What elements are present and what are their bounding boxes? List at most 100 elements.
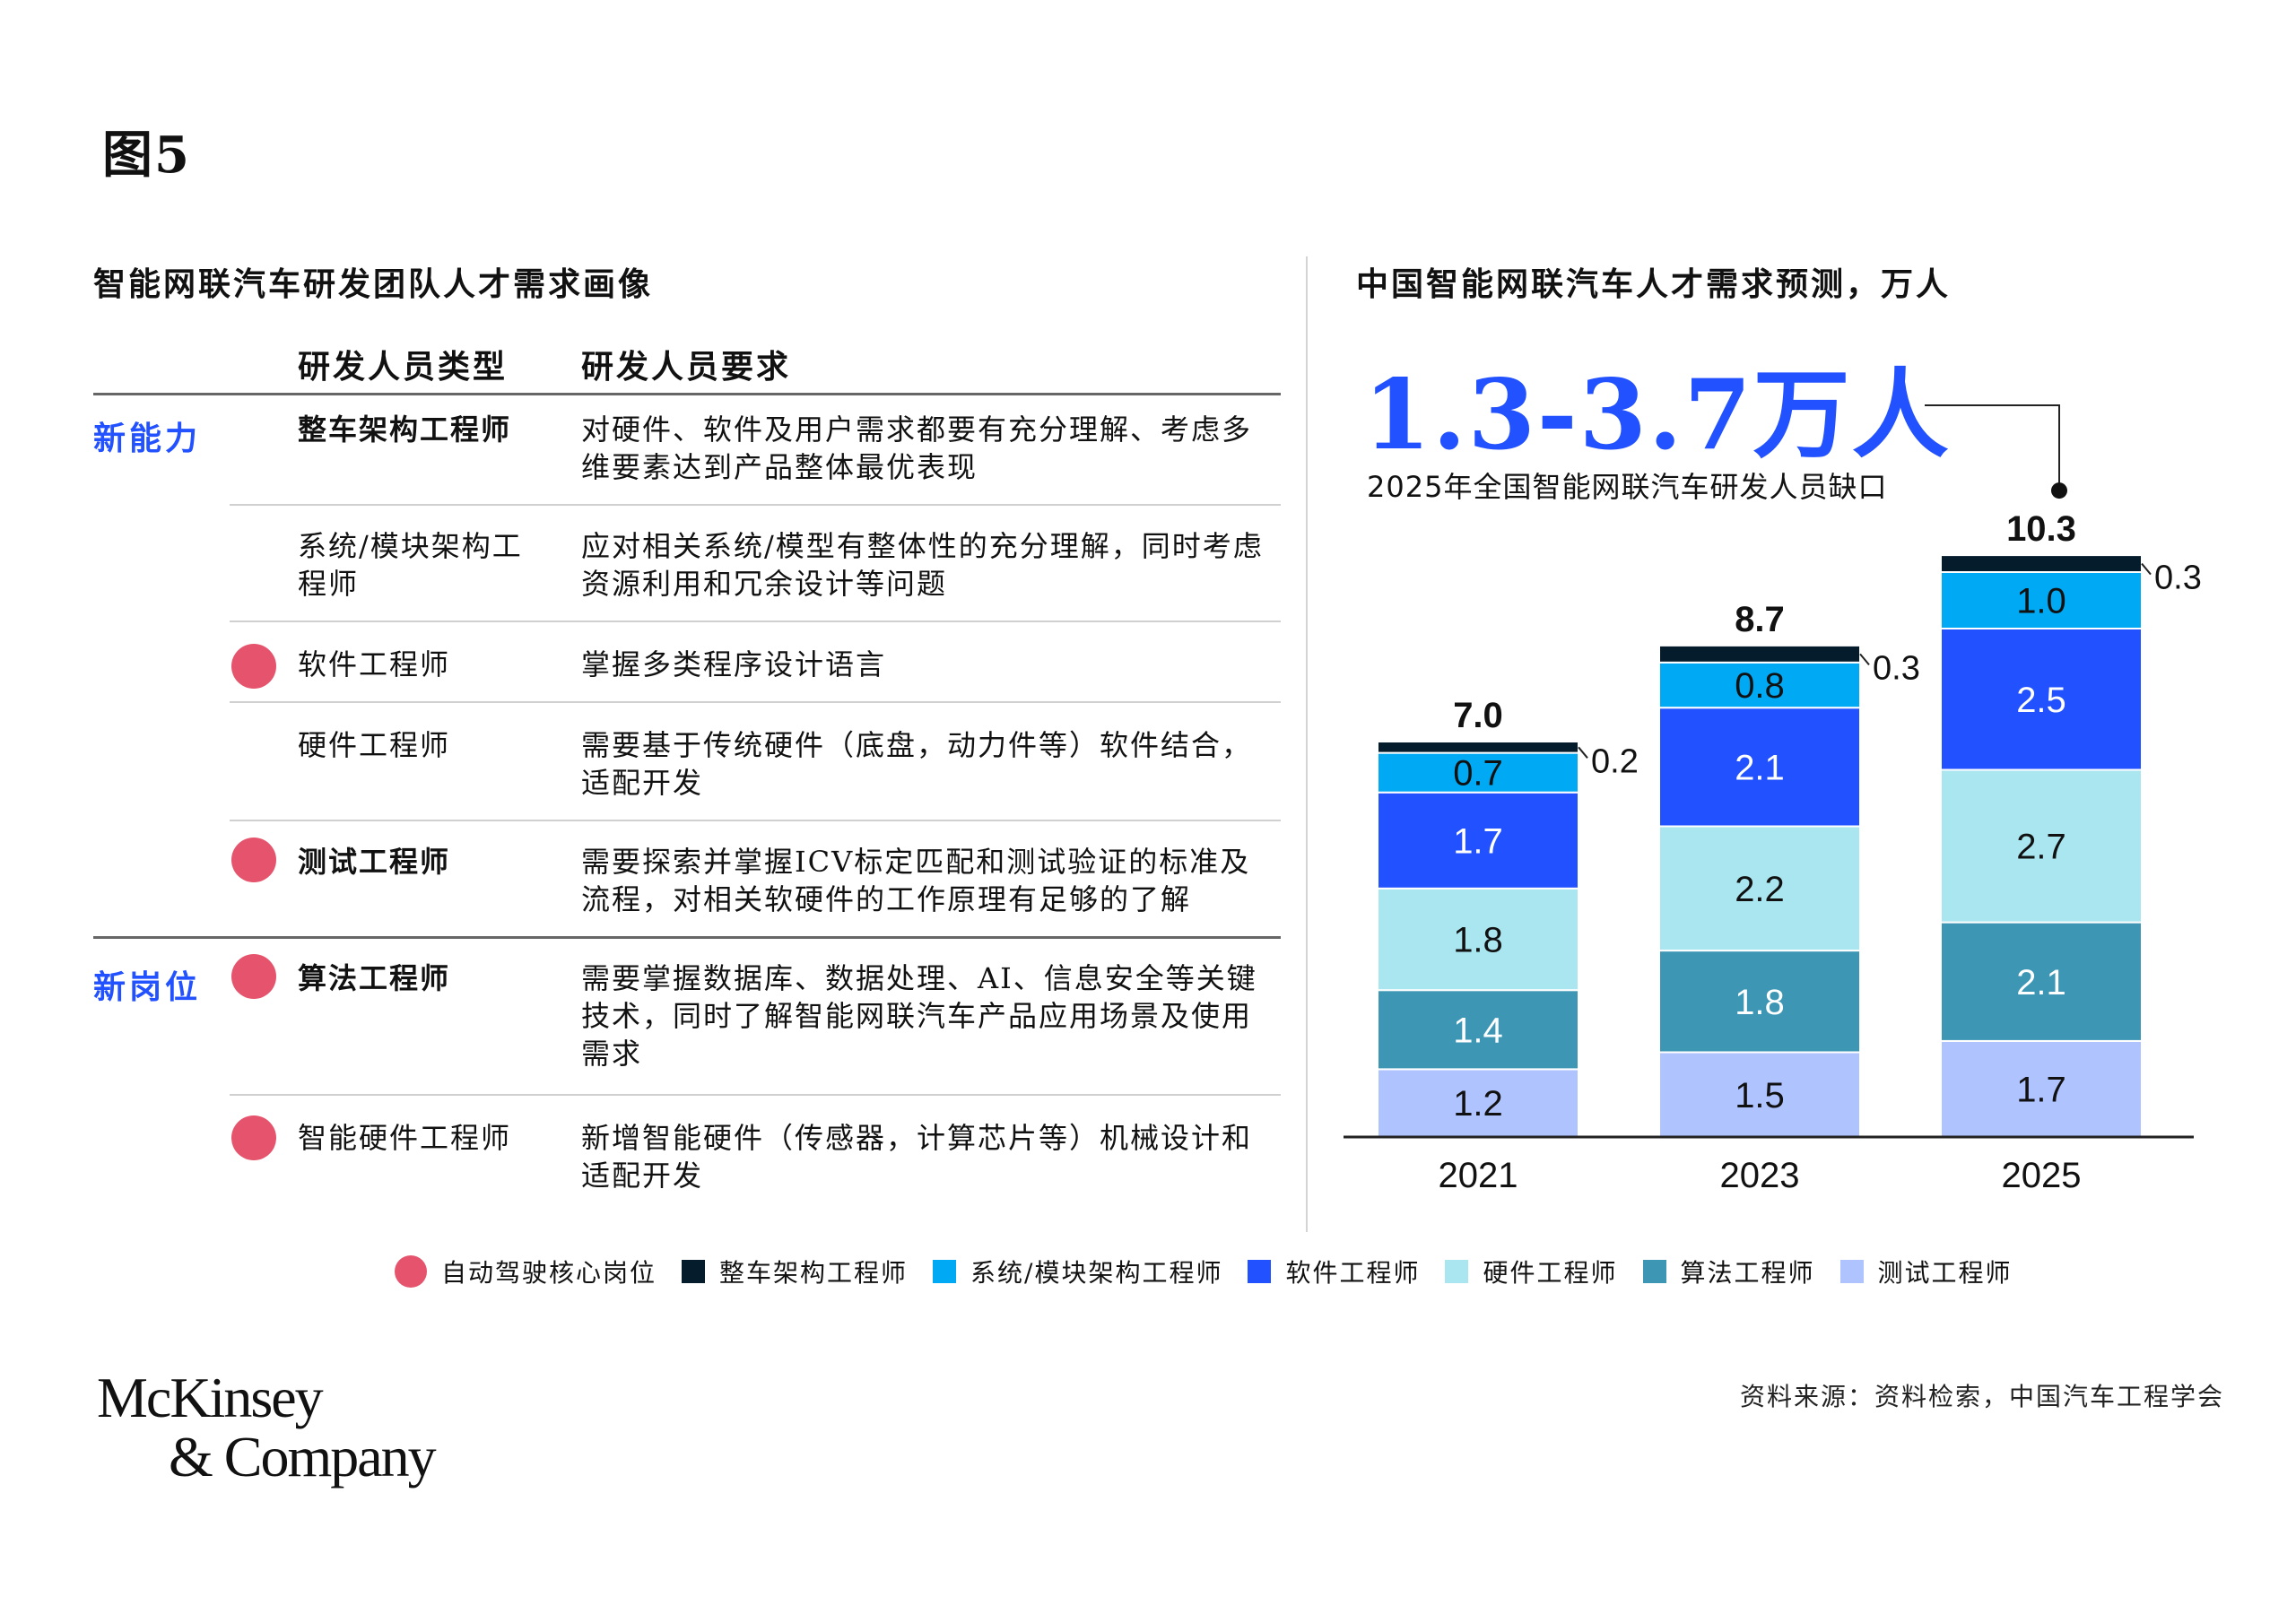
- table-row-divider: [230, 621, 1281, 622]
- mckinsey-logo: McKinsey & Company: [97, 1368, 437, 1489]
- table-header-type: 研发人员类型: [298, 348, 509, 386]
- x-tick-label: 2023: [1720, 1156, 1800, 1195]
- bar-segment: [1940, 768, 2143, 924]
- x-tick-label: 2025: [2002, 1156, 2082, 1195]
- segment-value-label: 0.8: [1735, 666, 1785, 706]
- bar-segment: [1940, 628, 2143, 771]
- role-smart-hardware: 智能硬件工程师: [298, 1121, 512, 1155]
- chart-legend: 自动驾驶核心岗位 整车架构工程师 系统/模块架构工程师 软件工程师 硬件工程师 …: [395, 1254, 2038, 1289]
- bar-segment: [1377, 741, 1579, 754]
- req-vehicle-architecture: 对硬件、软件及用户需求都要有充分理解、考虑多维要素达到产品整体最优表现: [581, 412, 1253, 484]
- req-test: 需要探索并掌握ICV标定匹配和测试验证的标准及流程，对相关软硬件的工作原理有足够…: [581, 845, 1251, 916]
- bar-segment: [1940, 554, 2143, 573]
- table-header-requirements: 研发人员要求: [581, 348, 792, 386]
- legend-series: 整车架构工程师: [682, 1254, 908, 1289]
- table-category-divider: [93, 936, 1281, 939]
- legend-label: 整车架构工程师: [719, 1258, 909, 1288]
- bar-segment: [1377, 791, 1579, 890]
- legend-swatch: [1839, 1260, 1864, 1283]
- bar-segment: [1940, 1039, 2143, 1139]
- bar-segment: [1658, 950, 1861, 1054]
- role-vehicle-architecture: 整车架构工程师: [298, 412, 512, 447]
- left-panel-title: 智能网联汽车研发团队人才需求画像: [93, 265, 654, 303]
- bar-segment: [1658, 644, 1861, 664]
- req-software: 掌握多类程序设计语言: [581, 647, 887, 681]
- bar-total-label: 8.7: [1735, 600, 1785, 639]
- role-hardware: 硬件工程师: [298, 728, 451, 762]
- bar-segment: [1377, 751, 1579, 794]
- segment-leader-line: [1578, 746, 1588, 759]
- segment-value-label: 2.1: [1735, 748, 1785, 787]
- segment-value-label: 1.8: [1735, 983, 1785, 1022]
- legend-swatch: [933, 1260, 957, 1283]
- legend-series: 软件工程师: [1248, 1254, 1420, 1289]
- role-software: 软件工程师: [298, 647, 451, 681]
- segment-value-label: 2.7: [2016, 828, 2066, 867]
- table-row-divider: [230, 1094, 1281, 1096]
- segment-value-label: 1.7: [1453, 821, 1503, 861]
- bar-segment: [1658, 825, 1861, 952]
- segment-value-label: 1.7: [2016, 1070, 2066, 1109]
- bar-segment: [1658, 1051, 1861, 1138]
- table-rule-top: [93, 393, 1281, 395]
- segment-leader-line: [2141, 562, 2152, 576]
- legend-swatch: [682, 1260, 706, 1283]
- segment-value-label: 2.2: [1735, 870, 1785, 909]
- logo-line-2: & Company: [169, 1425, 437, 1489]
- segment-value-label: 1.2: [1453, 1084, 1503, 1124]
- talent-gap-range: 1.3-3.7万人: [1363, 359, 1951, 472]
- segment-leader-line: [1859, 653, 1870, 665]
- bar-total-label: 10.3: [2006, 509, 2076, 549]
- req-system-module-architecture: 应对相关系统/模型有整体性的充分理解，同时考虑资源利用和冗余设计等问题: [581, 529, 1264, 601]
- table-row-divider: [230, 820, 1281, 821]
- req-hardware: 需要基于传统硬件（底盘，动力件等）软件结合，适配开发: [581, 728, 1253, 800]
- source-note: 资料来源：资料检索，中国汽车工程学会: [1739, 1382, 2224, 1411]
- talent-gap-caption: 2025年全国智能网联汽车研发人员缺口: [1367, 470, 1888, 504]
- legend-dot: [395, 1255, 427, 1288]
- segment-value-label: 2.5: [2016, 681, 2066, 720]
- table-row-divider: [230, 504, 1281, 506]
- role-algorithm: 算法工程师: [298, 961, 451, 995]
- gap-callout-line: [1925, 404, 2060, 491]
- req-smart-hardware: 新增智能硬件（传感器，计算芯片等）机械设计和适配开发: [581, 1121, 1253, 1193]
- segment-value-label: 1.5: [1735, 1076, 1785, 1115]
- bar-segment: [1377, 989, 1579, 1071]
- legend-label: 测试工程师: [1877, 1258, 2013, 1288]
- segment-value-label: 1.0: [2016, 582, 2066, 621]
- x-tick-label: 2021: [1439, 1156, 1518, 1195]
- legend-swatch: [1248, 1260, 1272, 1283]
- legend-series: 测试工程师: [1839, 1254, 2013, 1289]
- chart-title: 中国智能网联汽车人才需求预测，万人: [1356, 265, 1952, 303]
- bar-segment: [1658, 661, 1861, 709]
- core-position-dot: [231, 838, 276, 882]
- segment-value-label: 0.3: [2154, 560, 2202, 597]
- panel-divider: [1306, 256, 1308, 1232]
- bar-total-label: 7.0: [1453, 696, 1503, 735]
- bar-segment: [1377, 887, 1579, 992]
- role-system-module-architecture: 系统/模块架构工程师: [298, 529, 523, 601]
- gap-callout-dot: [2051, 482, 2067, 499]
- legend-label: 软件工程师: [1285, 1258, 1421, 1288]
- segment-value-label: 1.8: [1453, 921, 1503, 960]
- category-new-position: 新岗位: [93, 968, 202, 1006]
- segment-value-label: 1.4: [1453, 1011, 1503, 1050]
- core-position-dot: [231, 1115, 276, 1160]
- legend-core-position: 自动驾驶核心岗位: [395, 1254, 657, 1289]
- segment-value-label: 0.7: [1453, 754, 1503, 794]
- legend-label: 硬件工程师: [1483, 1258, 1618, 1288]
- legend-series: 算法工程师: [1642, 1254, 1815, 1289]
- legend-series: 系统/模块架构工程师: [933, 1254, 1222, 1289]
- legend-label: 自动驾驶核心岗位: [441, 1258, 657, 1288]
- segment-value-label: 2.1: [2016, 963, 2066, 1002]
- core-position-dot: [231, 644, 276, 689]
- bar-segment: [1940, 571, 2143, 629]
- legend-label: 系统/模块架构工程师: [970, 1258, 1223, 1288]
- segment-value-label: 0.2: [1591, 742, 1639, 780]
- segment-value-label: 0.3: [1873, 649, 1920, 687]
- figure-label: 图5: [102, 126, 191, 185]
- req-algorithm: 需要掌握数据库、数据处理、AI、信息安全等关键技术，同时了解智能网联汽车产品应用…: [581, 961, 1257, 1071]
- table-row-divider: [230, 701, 1281, 703]
- legend-label: 算法工程师: [1680, 1258, 1815, 1288]
- category-new-capability: 新能力: [93, 420, 202, 457]
- bar-segment: [1940, 921, 2143, 1042]
